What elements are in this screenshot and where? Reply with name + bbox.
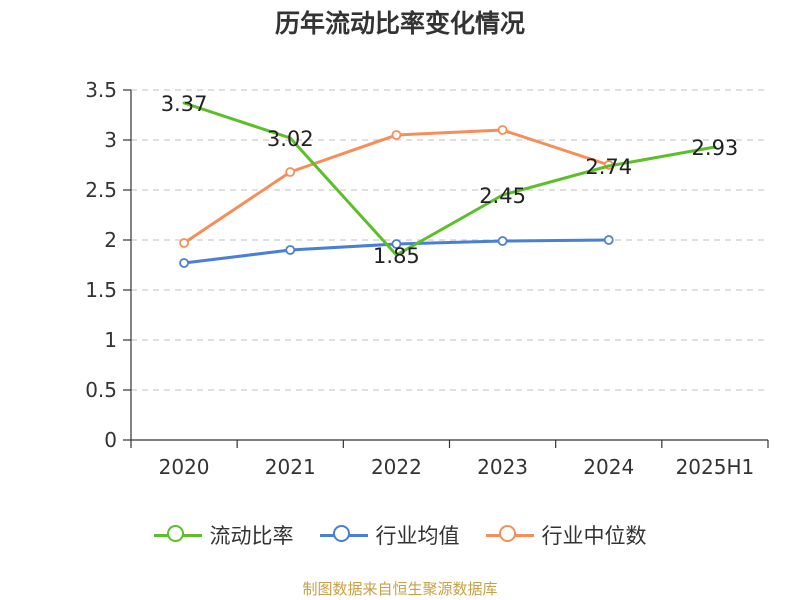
data-point [285,245,296,255]
y-tick-label: 2 [104,228,117,252]
data-point [713,145,717,149]
x-tick-label: 2020 [159,455,210,479]
data-label: 1.85 [373,244,420,268]
legend-item-industry-median[interactable]: 行业中位数 [485,520,647,550]
y-tick-label: 0.5 [85,378,117,402]
legend-label-industry-mean: 行业均值 [375,524,460,548]
legend-item-current-ratio[interactable]: 流动比率 [153,520,294,550]
axis-layer: 0 0.5 1 1.5 2 2.5 3 3.5 2020 2021 2022 2023 2024 2025… [85,78,769,479]
source-note: 制图数据来自恒生聚源数据库 [302,580,498,598]
legend-marker-industry-mean [319,525,368,545]
x-tick-label: 2024 [583,455,634,479]
x-tick-label: 2021 [265,455,316,479]
label-layer: 3.37 3.02 1.85 2.45 2.74 2.93 [161,92,739,268]
legend-marker-industry-median [485,525,534,545]
data-point [285,167,296,177]
data-point [501,193,505,197]
x-tick-label: 2023 [477,455,528,479]
data-point [182,101,186,105]
data-point [497,125,508,135]
data-point [179,238,189,248]
data-point [607,164,611,168]
data-point [497,236,508,246]
data-label: 3.37 [161,92,208,116]
legend-label-current-ratio: 流动比率 [209,524,294,548]
data-label: 2.93 [692,136,739,160]
y-tick-label: 3 [104,128,117,152]
x-tick-label: 2025H1 [676,455,755,479]
y-tick-label: 3.5 [85,78,117,102]
data-label: 2.74 [585,155,632,179]
data-label: 3.02 [267,127,314,151]
series-line [183,128,610,245]
data-point [391,239,402,249]
legend-label-industry-median: 行业中位数 [541,524,647,548]
y-tick-label: 1 [104,328,117,352]
legend-marker-current-ratio [153,525,202,545]
grid-layer [131,89,768,391]
y-tick-label: 0 [104,428,117,452]
y-tick-label: 1.5 [85,278,117,302]
series-layer [179,101,717,268]
legend-item-industry-mean[interactable]: 行业均值 [319,520,460,550]
data-point [391,130,402,140]
x-tick-label: 2022 [371,455,422,479]
data-point [394,253,398,257]
data-point [603,235,614,245]
chart-title: 历年流动比率变化情况 [274,9,525,38]
data-point [288,136,292,140]
data-point [179,258,189,268]
y-tick-label: 2.5 [85,178,117,202]
data-label: 2.45 [479,184,526,208]
series-line [183,101,716,257]
legend: 流动比率 行业均值 行业中位数 [0,520,800,550]
